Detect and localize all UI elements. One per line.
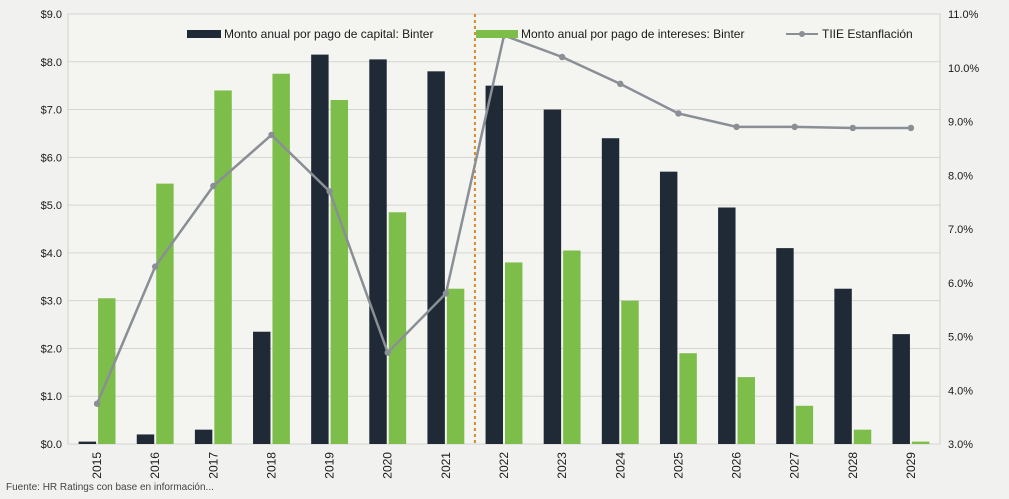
x-tick-label-2023: 2023	[555, 452, 569, 479]
right-tick-label: 3.0%	[948, 439, 973, 451]
right-tick-label: 11.0%	[948, 9, 979, 21]
left-tick-label: $6.0	[41, 152, 62, 164]
x-tick-label-2029: 2029	[904, 452, 918, 479]
bar-capital-2017	[194, 429, 213, 444]
bar-intereses-2018	[272, 73, 290, 444]
bar-intereses-2017	[214, 90, 232, 444]
x-tick-label-2019: 2019	[323, 452, 337, 479]
point-tiie-2024	[617, 80, 624, 88]
point-tiie-2017	[210, 182, 217, 190]
plot-area	[67, 13, 941, 445]
bar-intereses-2028	[853, 429, 872, 444]
legend: Monto anual por pago de capital: Binter …	[187, 27, 913, 41]
left-tick-label: $9.0	[41, 9, 62, 21]
legend-label-intereses: Monto anual por pago de intereses: Binte…	[521, 27, 744, 41]
bar-intereses-2015	[98, 298, 116, 444]
bar-intereses-2026	[737, 377, 755, 444]
bar-capital-2027	[776, 248, 794, 444]
left-tick-label: $8.0	[41, 57, 62, 69]
left-tick-label: $0.0	[41, 439, 62, 451]
right-tick-label: 10.0%	[948, 63, 979, 75]
bar-intereses-2023	[563, 250, 581, 444]
x-tick-label-2026: 2026	[730, 452, 744, 479]
bar-capital-2020	[369, 59, 387, 445]
point-tiie-2028	[849, 124, 856, 132]
legend-label-capital: Monto anual por pago de capital: Binter	[224, 27, 433, 41]
left-tick-label: $1.0	[41, 391, 62, 403]
bar-capital-2026	[718, 207, 736, 444]
point-tiie-2018	[268, 131, 275, 139]
left-tick-label: $7.0	[41, 105, 62, 117]
x-axis: 2015 2016 2017 2018 2019 2020 2021 2022 2023 2024…	[90, 452, 918, 479]
x-tick-label-2025: 2025	[671, 452, 685, 479]
legend-swatch-intereses	[476, 30, 518, 38]
point-tiie-2027	[791, 123, 798, 131]
bar-capital-2021	[427, 71, 445, 444]
left-tick-label: $2.0	[41, 343, 62, 355]
bar-intereses-2029	[911, 441, 930, 444]
bar-capital-2024	[601, 138, 620, 444]
point-tiie-2021	[442, 290, 450, 297]
right-tick-label: 4.0%	[948, 385, 973, 397]
point-tiie-2025	[675, 110, 682, 117]
right-tick-label: 6.0%	[948, 278, 973, 290]
bar-intereses-2019	[330, 100, 349, 444]
right-tick-label: 9.0%	[948, 117, 973, 129]
point-tiie-2019	[326, 188, 333, 195]
x-tick-label-2022: 2022	[497, 452, 511, 479]
left-tick-label: $4.0	[41, 248, 62, 260]
bar-capital-2022	[485, 85, 503, 445]
right-tick-label: 7.0%	[948, 224, 973, 236]
legend-label-tiie: TIIE Estanflación	[822, 27, 913, 41]
legend-marker-tiie	[799, 31, 805, 37]
legend-swatch-capital	[187, 30, 221, 38]
gridlines	[68, 13, 940, 445]
point-tiie-2015	[93, 400, 101, 407]
bar-capital-2025	[659, 171, 678, 444]
right-tick-label: 8.0%	[948, 170, 973, 182]
point-tiie-2016	[152, 263, 159, 270]
bar-intereses-2020	[388, 212, 407, 444]
point-tiie-2029	[907, 124, 915, 132]
right-tick-label: 5.0%	[948, 332, 973, 344]
bar-intereses-2016	[156, 183, 174, 444]
point-tiie-2023	[558, 53, 566, 61]
bar-intereses-2024	[621, 300, 639, 444]
bar-intereses-2025	[679, 353, 697, 444]
x-tick-label-2021: 2021	[439, 452, 453, 479]
bar-capital-2015	[78, 441, 97, 444]
left-axis: $0.0 $1.0 $2.0 $3.0 $4.0 $5.0 $6.0 $7.0 $8.0 $9.0	[41, 9, 62, 451]
x-tick-label-2018: 2018	[264, 452, 278, 479]
left-tick-label: $5.0	[41, 200, 62, 212]
bar-capital-2023	[543, 109, 562, 445]
bar-capital-2016	[136, 434, 155, 444]
x-tick-label-2020: 2020	[381, 452, 395, 479]
bar-capital-2019	[311, 54, 329, 444]
point-tiie-2020	[384, 349, 391, 356]
bar-capital-2028	[834, 288, 852, 444]
bar-intereses-2022	[505, 262, 523, 444]
right-axis: 3.0% 4.0% 5.0% 6.0% 7.0% 8.0% 9.0% 10.0% 11.0%	[948, 9, 979, 451]
left-tick-label: $3.0	[41, 296, 62, 308]
point-tiie-2026	[733, 123, 740, 131]
x-tick-label-2015: 2015	[90, 452, 104, 479]
bar-intereses-2021	[446, 288, 465, 444]
bar-capital-2029	[892, 334, 910, 444]
bar-intereses-2027	[795, 405, 814, 444]
x-tick-label-2028: 2028	[846, 452, 860, 479]
footer-source-text: Fuente: HR Ratings con base en informaci…	[6, 482, 214, 493]
x-tick-label-2016: 2016	[148, 452, 162, 479]
x-tick-label-2027: 2027	[788, 452, 802, 479]
bar-capital-2018	[253, 331, 271, 444]
x-tick-label-2024: 2024	[613, 452, 627, 479]
x-tick-label-2017: 2017	[206, 452, 220, 479]
